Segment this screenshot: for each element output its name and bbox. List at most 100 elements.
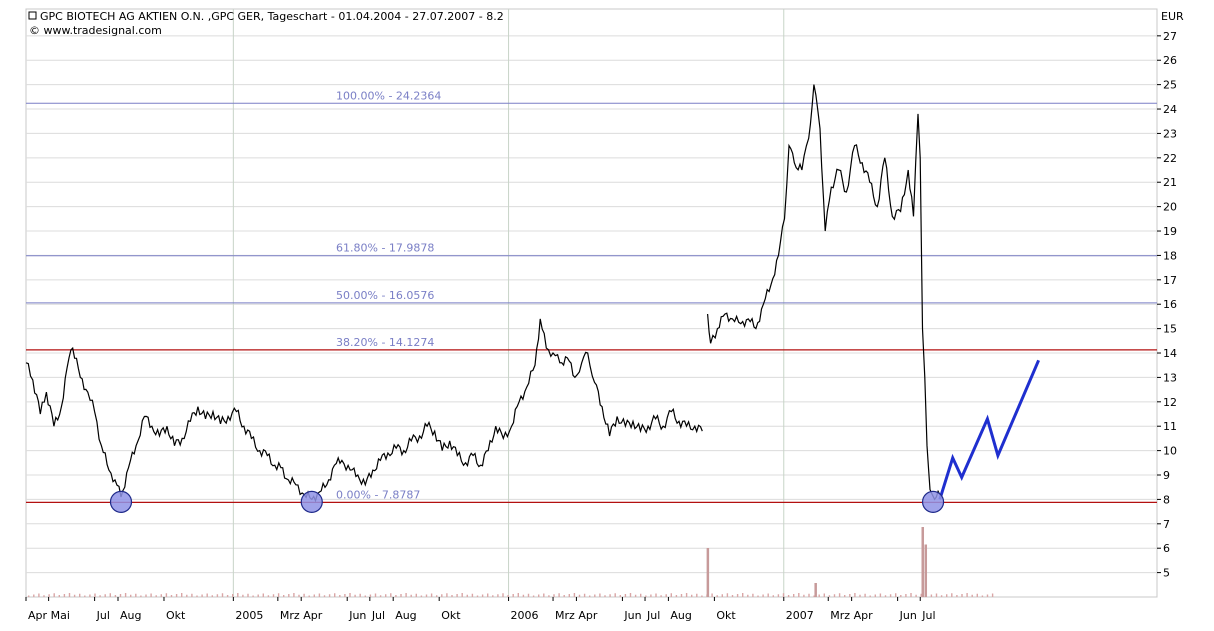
volume-bar (298, 594, 300, 597)
x-tick-label: 2007 (786, 609, 814, 622)
volume-bar (777, 594, 780, 597)
low-markers (109, 490, 945, 513)
volume-bar (991, 593, 994, 597)
volume-bar (283, 595, 285, 597)
fib-level-label: 0.00% - 7.8787 (336, 488, 420, 501)
fib-level-label: 50.00% - 16.0576 (336, 289, 434, 302)
volume-bar (461, 593, 463, 597)
volume-bar (680, 594, 683, 597)
volume-bar (124, 593, 127, 597)
volume-bar (951, 593, 953, 597)
volume-bar (313, 594, 315, 597)
volume-bar (517, 593, 519, 597)
volume-bar (303, 593, 305, 597)
volume-bar (568, 594, 570, 597)
volume-bar (130, 594, 132, 597)
volume-bar (349, 593, 351, 597)
volume-bar (425, 594, 428, 597)
volume-bar (798, 593, 800, 597)
volume-bar (599, 593, 601, 597)
volume-bar (828, 595, 831, 597)
volume-bar (935, 593, 938, 597)
volume-bar (956, 595, 958, 597)
volume-bar (619, 595, 621, 597)
volume-bar (981, 595, 984, 597)
volume-bar (43, 595, 45, 597)
volume-bar (589, 595, 591, 597)
volume-bar (79, 593, 81, 597)
volume-bar (119, 594, 122, 597)
volume-bar (879, 593, 882, 597)
volume-bar (84, 595, 86, 597)
volume-bar (405, 593, 407, 597)
x-tick-label: Jul (646, 609, 660, 622)
volume-bar (262, 593, 264, 597)
x-tick-label: Jul (371, 609, 385, 622)
volume-bar (328, 594, 331, 597)
volume-bar (563, 595, 565, 597)
volume-bar (961, 594, 963, 597)
x-tick-label: Jul (921, 609, 935, 622)
currency-label: EUR (1161, 10, 1184, 23)
volume-bar (339, 595, 341, 597)
volume-bar (767, 593, 769, 597)
x-tick-label: Okt (441, 609, 461, 622)
volume-bar (211, 595, 213, 597)
x-axis-ticks: Apr Mai Jul Aug Okt 2005 Mrz Apr Jun Jul Aug Okt 200… (25, 597, 936, 622)
volume-bar (344, 594, 346, 597)
volume-bar (323, 595, 326, 597)
y-tick-label: 27 (1163, 30, 1177, 43)
title-block: GPC BIOTECH AG AKTIEN O.N. ,GPC GER, Tag… (28, 10, 504, 37)
volume-bar (711, 593, 713, 597)
volume-bar (573, 593, 576, 597)
volume-bar (150, 593, 152, 597)
volume-bar (318, 593, 321, 597)
volume-bar (430, 593, 433, 597)
volume-bar (849, 594, 851, 597)
volume-bar (109, 593, 111, 597)
volume-bar (58, 595, 60, 597)
volume-bar (38, 593, 40, 597)
volume-bar (492, 595, 494, 597)
volume-bar (94, 593, 96, 597)
volume-bar (782, 593, 785, 597)
volume-bar (232, 594, 234, 597)
volume-bar (553, 594, 555, 597)
volume-bar (532, 595, 535, 597)
volume-bar (135, 593, 137, 597)
volume-bar (160, 594, 162, 597)
volume-bar (833, 594, 836, 597)
volume-bar (206, 593, 208, 597)
y-tick-label: 19 (1163, 225, 1177, 238)
price-series-line (25, 84, 941, 503)
y-tick-label: 9 (1163, 469, 1170, 482)
volume-bar (900, 595, 902, 597)
volume-bar (854, 593, 856, 597)
volume-bar (838, 593, 841, 597)
y-tick-label: 20 (1163, 201, 1177, 214)
volume-bar (522, 594, 525, 597)
volume-bar (277, 593, 280, 597)
volume-bar (793, 594, 795, 597)
volume-bar (721, 594, 723, 597)
fib-level-label: 100.00% - 24.2364 (336, 89, 441, 102)
volume-bar (752, 593, 754, 597)
volume-bar (410, 594, 412, 597)
x-tick-label: Apr (28, 609, 48, 622)
volume-bar (910, 593, 912, 597)
volume-bar (400, 594, 402, 597)
grid-lines (26, 9, 1157, 597)
chart-title: GPC BIOTECH AG AKTIEN O.N. ,GPC GER, Tag… (40, 10, 504, 23)
volume-bar (63, 594, 66, 597)
volume-bar (73, 594, 76, 597)
x-tick-label: Apr (854, 609, 874, 622)
volume-bar (543, 593, 545, 597)
chart-menu-icon[interactable] (28, 11, 37, 20)
volume-bar (905, 594, 907, 597)
volume-bar (507, 595, 509, 597)
volume-bar (634, 594, 637, 597)
volume-bar (696, 593, 698, 597)
x-tick-label: Mrz (280, 609, 300, 622)
volume-bar (471, 593, 474, 597)
